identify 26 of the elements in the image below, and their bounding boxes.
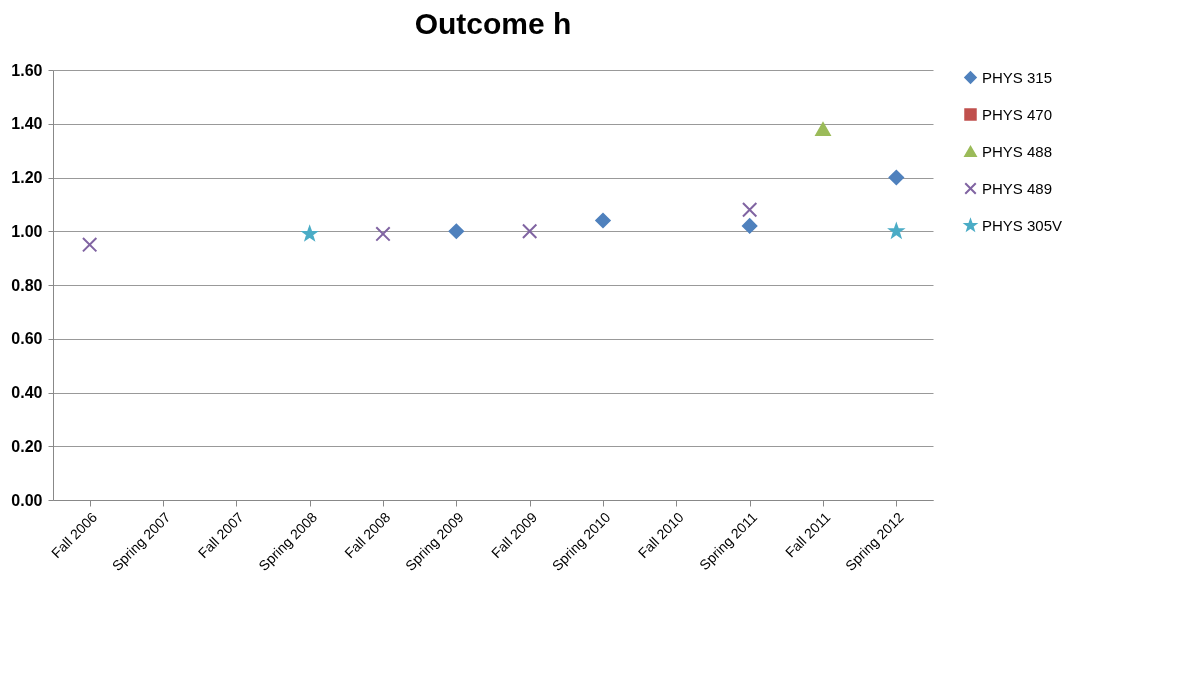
legend-label: PHYS 305V: [982, 216, 1063, 234]
point: [595, 212, 611, 229]
y-tick-label: 1.60: [11, 61, 43, 79]
y-tick-label: 1.20: [11, 169, 43, 186]
y-tick-label: 0.00: [11, 491, 43, 509]
point: [448, 223, 465, 239]
legend-label: PHYS 470: [982, 105, 1053, 123]
point: [741, 218, 758, 234]
legend-label: PHYS 315: [982, 68, 1053, 86]
point: [521, 223, 538, 239]
legend-label: PHYS 488: [982, 142, 1053, 160]
point: [888, 169, 905, 186]
point: [81, 236, 98, 253]
legend-label: PHYS 489: [982, 179, 1053, 197]
y-tick-label: 1.00: [11, 222, 43, 240]
chart-title: Outcome h: [414, 7, 572, 40]
point: [887, 221, 906, 240]
point: [741, 202, 758, 218]
point: [302, 226, 318, 241]
point: [815, 122, 831, 136]
y-tick-label: 0.80: [11, 276, 43, 294]
y-tick-label: 1.40: [11, 115, 43, 133]
point: [375, 226, 391, 242]
y-tick-label: 0.20: [11, 437, 43, 455]
y-tick-label: 0.40: [11, 384, 43, 401]
y-tick-label: 0.60: [11, 330, 43, 348]
